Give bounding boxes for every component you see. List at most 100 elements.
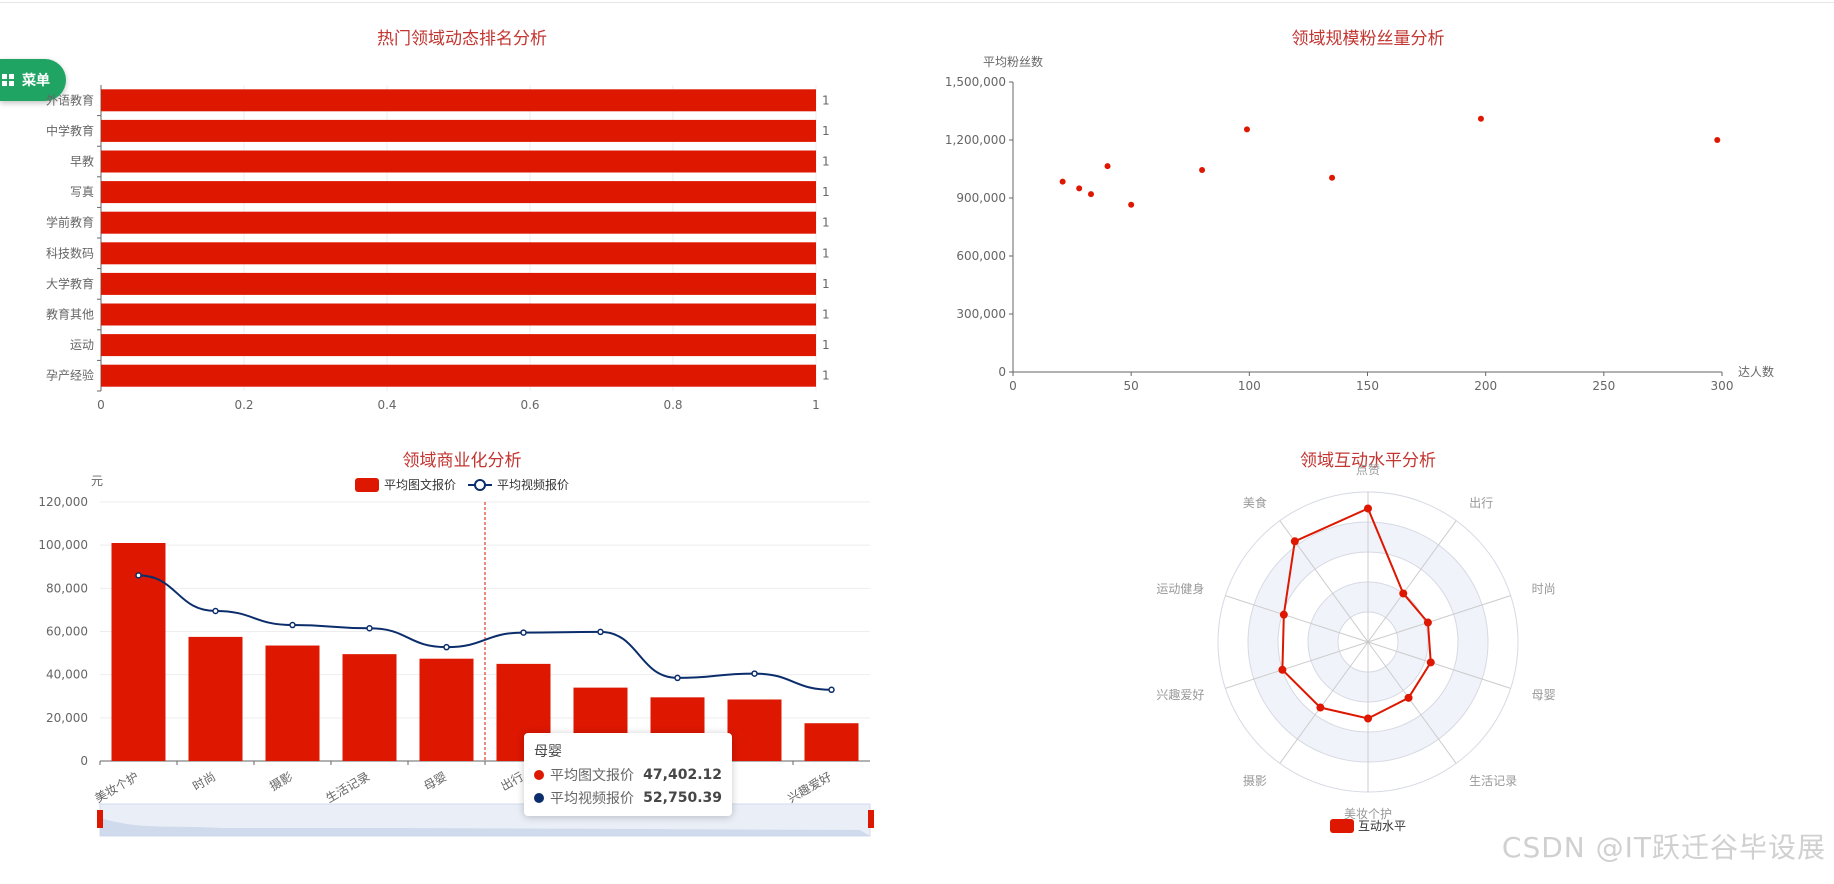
bar-value-label: 1 [822, 369, 830, 383]
scatter-point [1477, 115, 1484, 122]
legend-label: 平均视频报价 [497, 477, 569, 492]
y-tick-label: 孕产经验 [46, 368, 94, 383]
ranking-bar [101, 242, 816, 265]
bar-value-label: 1 [822, 308, 830, 322]
red-dot-icon [534, 770, 544, 780]
scatter-point [1104, 163, 1111, 170]
tooltip-series-value: 52,750.39 [643, 790, 722, 806]
legend-line-marker [474, 479, 486, 491]
menu-button[interactable]: 菜单 [0, 59, 66, 101]
scatter-point [1128, 201, 1135, 208]
y-tick-label: 运动 [70, 338, 94, 352]
x-tick-label: 出行 [498, 769, 526, 793]
grid-icon [2, 74, 14, 86]
top-divider [0, 2, 1834, 3]
bar-value-label: 1 [822, 155, 830, 169]
video-price-point [366, 625, 373, 632]
scatter-point [1087, 191, 1094, 198]
ranking-bar-chart: 0 0.2 0.4 0.6 0.8 1 孕产经验 1 运动 1 教育其他 1 大学教育 1 科技数码 1 学前教… [46, 85, 830, 412]
video-price-point [212, 607, 219, 615]
bar-value-label: 1 [822, 216, 830, 230]
menu-label: 菜单 [22, 73, 50, 89]
tooltip-series-name: 平均图文报价 [550, 768, 634, 784]
y-tick-label: 学前教育 [46, 215, 94, 230]
x-tick-label: 时尚 [190, 769, 218, 793]
radar-axis [1279, 641, 1369, 764]
y-tick-label: 300,000 [956, 307, 1006, 321]
x-tick-label: 0 [97, 398, 105, 412]
bar-value-label: 1 [822, 277, 830, 291]
y-tick-label: 1,200,000 [945, 133, 1006, 147]
ranking-bar [101, 211, 816, 234]
radar-indicator-label: 母婴 [1532, 688, 1556, 702]
y-tick-label: 120,000 [38, 495, 88, 509]
tooltip-row-text-price: 平均图文报价 47,402.12 [534, 765, 722, 785]
ranking-bar [101, 334, 816, 357]
navy-dot-icon [534, 793, 544, 803]
y-tick-label: 写真 [70, 185, 94, 199]
bar-value-label: 1 [822, 124, 830, 138]
x-tick-label: 300 [1711, 379, 1734, 393]
x-tick-label: 0.6 [520, 398, 539, 412]
radar-indicator-label: 美妆个护 [1344, 807, 1392, 821]
ranking-bar [101, 272, 816, 295]
x-tick-label: 母婴 [421, 769, 449, 793]
x-tick-label: 0.8 [663, 398, 682, 412]
zoom-slider-preview [100, 818, 870, 836]
radar-axis [1367, 595, 1511, 643]
radar-indicator-label: 出行 [1469, 496, 1493, 510]
y-tick-label: 20,000 [46, 711, 88, 725]
price-bar [265, 645, 320, 761]
ranking-bar [101, 364, 816, 387]
radar-indicator-label: 点赞 [1356, 463, 1380, 477]
chart-tooltip: 母婴 平均图文报价 47,402.12 平均视频报价 52,750.39 [524, 733, 732, 816]
x-tick-label: 200 [1474, 379, 1497, 393]
y-tick-label: 0 [998, 365, 1006, 379]
watermark: CSDN @IT跃迁谷毕设展 [1501, 831, 1826, 864]
price-bar [419, 658, 474, 761]
radar-point [1404, 693, 1413, 702]
radar-point [1426, 658, 1435, 667]
scatter-point [1076, 185, 1083, 192]
y-tick-label: 60,000 [46, 625, 88, 639]
radar-axis [1367, 641, 1457, 764]
commerce-combo-chart: 0 20,000 40,000 60,000 80,000 100,000 120,000元… [38, 474, 874, 837]
radar-indicator-label: 摄影 [1243, 773, 1267, 788]
y-tick-label: 600,000 [956, 249, 1006, 263]
scatter-point [1059, 178, 1066, 185]
radar-point [1399, 589, 1408, 598]
video-price-point [751, 670, 758, 677]
x-tick-label: 生活记录 [323, 769, 372, 805]
video-price-point [674, 674, 681, 682]
ranking-bar [101, 181, 816, 204]
y-tick-label: 1,500,000 [945, 75, 1006, 89]
video-price-point [828, 686, 835, 694]
video-price-line [138, 574, 832, 691]
x-tick-label: 0.2 [234, 398, 253, 412]
x-tick-label: 1 [812, 398, 820, 412]
ranking-chart-title: 热门领域动态排名分析 [377, 29, 547, 49]
video-price-point [520, 629, 527, 636]
legend-label: 互动水平 [1358, 819, 1406, 833]
tooltip-row-video-price: 平均视频报价 52,750.39 [534, 788, 722, 808]
x-tick-label: 150 [1356, 379, 1379, 393]
ranking-bar [101, 303, 816, 326]
video-price-point [443, 643, 450, 651]
tooltip-series-value: 47,402.12 [643, 767, 722, 783]
fans-chart-title: 领域规模粉丝量分析 [1291, 29, 1445, 49]
scatter-point [1329, 174, 1336, 181]
legend-swatch [1330, 819, 1354, 833]
radar-axis [1225, 595, 1369, 643]
y-tick-label: 大学教育 [46, 276, 94, 291]
radar-point [1423, 618, 1432, 627]
bar-value-label: 1 [822, 338, 830, 352]
radar-indicator-label: 运动健身 [1156, 581, 1204, 596]
video-price-point [289, 621, 296, 629]
y-tick-label: 外语教育 [46, 92, 94, 107]
radar-indicator-label: 美食 [1243, 495, 1267, 510]
radar-indicator-label: 时尚 [1532, 582, 1556, 596]
tooltip-title: 母婴 [534, 744, 562, 760]
radar-axis [1367, 520, 1457, 643]
price-bar [804, 723, 859, 761]
radar-point [1290, 537, 1299, 546]
